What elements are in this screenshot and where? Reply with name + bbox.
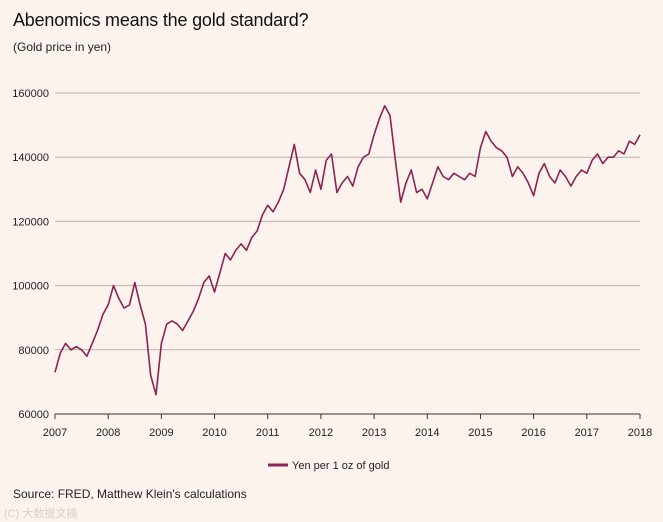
source-note: Source: FRED, Matthew Klein's calculatio… [13,487,247,501]
y-tick-label: 80000 [18,345,49,357]
x-tick-label: 2014 [415,427,439,439]
watermark: (C) 大数据文摘 [4,508,78,520]
x-tick-label: 2008 [96,427,120,439]
x-tick-label: 2013 [362,427,386,439]
x-tick-label: 2011 [256,427,280,439]
chart-subtitle: (Gold price in yen) [13,40,112,54]
legend-label: Yen per 1 oz of gold [292,460,389,472]
x-tick-label: 2010 [202,427,226,439]
x-tick-label: 2018 [628,427,652,439]
x-tick-label: 2009 [149,427,173,439]
legend: Yen per 1 oz of gold [268,460,389,472]
series-line-yen-per-oz-gold [54,105,641,396]
y-tick-label: 160000 [12,88,49,100]
grid-lines [55,92,640,351]
x-axis-ticks: 2007 2008 2009 2010 2011 2012 2013 2014 2015 2016… [43,414,652,439]
y-tick-label: 140000 [12,152,49,164]
y-tick-label: 100000 [12,281,49,293]
x-tick-label: 2015 [468,427,492,439]
chart-title: Abenomics means the gold standard? [13,10,309,30]
x-tick-label: 2012 [309,427,333,439]
y-tick-label: 120000 [12,216,49,228]
x-tick-label: 2007 [43,427,67,439]
x-tick-label: 2016 [521,427,545,439]
x-tick-label: 2017 [575,427,599,439]
y-tick-label: 60000 [18,409,49,421]
y-axis-ticks: 60000 80000 100000 120000 140000 160000 [12,88,49,421]
